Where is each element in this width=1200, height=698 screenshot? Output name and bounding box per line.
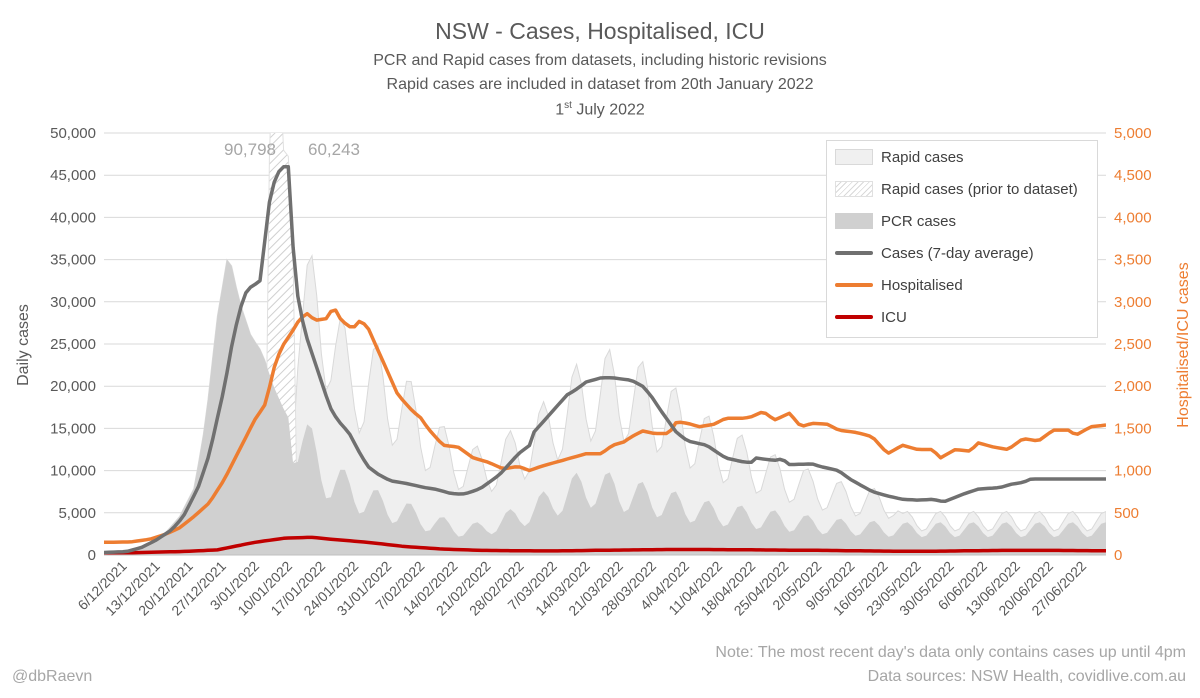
annotation-90798: 90,798 bbox=[224, 140, 276, 159]
y-tick-label: 25,000 bbox=[50, 336, 96, 353]
chart-subtitle-1: PCR and Rapid cases from datasets, inclu… bbox=[373, 52, 827, 69]
y-axis-label-right: Hospitalised/ICU cases bbox=[1175, 262, 1192, 427]
y-tick-label-right: 0 bbox=[1114, 547, 1122, 564]
y-tick-label: 0 bbox=[88, 547, 96, 564]
legend-label-prior: Rapid cases (prior to dataset) bbox=[881, 180, 1078, 198]
y-tick-label-right: 4,500 bbox=[1114, 167, 1152, 184]
legend-item-rapid: Rapid cases bbox=[835, 145, 964, 169]
legend-label-hosp: Hospitalised bbox=[881, 276, 963, 294]
legend-label-icu: ICU bbox=[881, 308, 907, 326]
chart-date-suffix: st bbox=[564, 100, 572, 111]
y-tick-label: 30,000 bbox=[50, 294, 96, 311]
chart-title: NSW - Cases, Hospitalised, ICU bbox=[435, 18, 765, 44]
legend-item-avg: Cases (7-day average) bbox=[835, 241, 1034, 265]
y-tick-label: 45,000 bbox=[50, 167, 96, 184]
y-tick-label: 35,000 bbox=[50, 252, 96, 269]
icu-line bbox=[104, 535, 1106, 556]
y-axis-label: Daily cases bbox=[15, 304, 32, 386]
legend-item-prior: Rapid cases (prior to dataset) bbox=[835, 177, 1078, 201]
y-tick-label: 40,000 bbox=[50, 209, 96, 226]
legend-label-pcr: PCR cases bbox=[881, 212, 957, 230]
chart-date: 1st July 2022 bbox=[0, 100, 1200, 119]
legend-item-icu: ICU bbox=[835, 305, 907, 329]
legend-item-pcr: PCR cases bbox=[835, 209, 956, 233]
y-tick-label-right: 1,500 bbox=[1114, 420, 1152, 437]
y-tick-label-right: 1,000 bbox=[1114, 463, 1152, 480]
legend-swatch-pcr bbox=[835, 213, 873, 229]
pcr-cases-area bbox=[104, 259, 1106, 555]
y-tick-label: 5,000 bbox=[58, 505, 96, 522]
y-tick-label-right: 2,500 bbox=[1114, 336, 1152, 353]
y-tick-label: 15,000 bbox=[50, 420, 96, 437]
y-tick-label-right: 5,000 bbox=[1114, 125, 1152, 142]
legend-swatch-rapid bbox=[835, 149, 873, 165]
y-tick-label-right: 3,500 bbox=[1114, 252, 1152, 269]
legend-item-hosp: Hospitalised bbox=[835, 273, 963, 297]
legend-swatch-hosp bbox=[835, 283, 873, 287]
legend-label-avg: Cases (7-day average) bbox=[881, 244, 1034, 262]
y-tick-label-right: 2,000 bbox=[1114, 378, 1152, 395]
legend: Rapid cases Rapid cases (prior to datase… bbox=[826, 140, 1098, 338]
hospitalised-line bbox=[104, 308, 1106, 545]
annotation-60243: 60,243 bbox=[308, 140, 360, 159]
legend-swatch-icu bbox=[835, 315, 873, 319]
cases-avg-line bbox=[104, 165, 1106, 555]
y-tick-label: 10,000 bbox=[50, 463, 96, 480]
legend-swatch-prior bbox=[835, 181, 873, 197]
y-tick-label-right: 3,000 bbox=[1114, 294, 1152, 311]
footer-handle: @dbRaevn bbox=[12, 668, 93, 685]
y-tick-label: 20,000 bbox=[50, 378, 96, 395]
y-tick-label: 50,000 bbox=[50, 125, 96, 142]
legend-label-rapid: Rapid cases bbox=[881, 148, 964, 166]
line-series bbox=[104, 165, 1106, 556]
footer-sources: Data sources: NSW Health, covidlive.com.… bbox=[867, 668, 1186, 685]
y-tick-label-right: 500 bbox=[1114, 505, 1139, 522]
legend-swatch-avg bbox=[835, 251, 873, 255]
y-tick-label-right: 4,000 bbox=[1114, 209, 1152, 226]
chart-subtitle-2: Rapid cases are included in dataset from… bbox=[386, 76, 814, 93]
chart-date-rest: July 2022 bbox=[571, 101, 645, 119]
footer-note: Note: The most recent day's data only co… bbox=[715, 644, 1186, 661]
chart-date-day: 1 bbox=[555, 101, 565, 119]
